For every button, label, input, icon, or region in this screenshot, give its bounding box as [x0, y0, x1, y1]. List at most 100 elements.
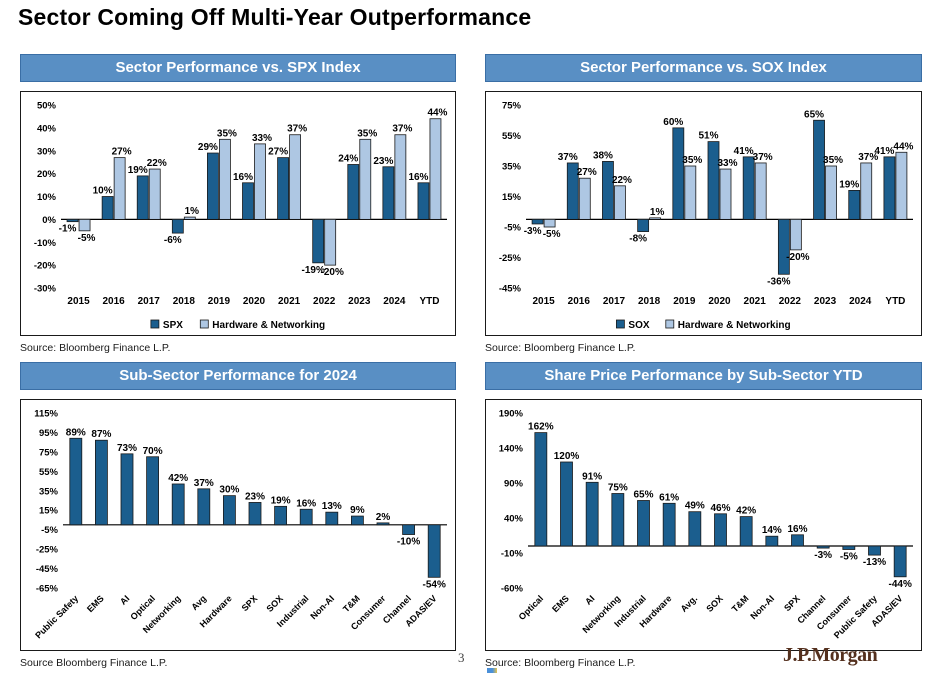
svg-text:Public Safety: Public Safety: [33, 593, 80, 640]
svg-text:55%: 55%: [39, 467, 59, 478]
svg-text:EMS: EMS: [550, 593, 571, 614]
svg-text:73%: 73%: [117, 443, 137, 454]
svg-text:T&M: T&M: [730, 593, 751, 614]
svg-text:2021: 2021: [744, 296, 767, 307]
svg-text:-45%: -45%: [499, 284, 522, 295]
svg-text:1%: 1%: [185, 206, 200, 217]
svg-text:-20%: -20%: [34, 261, 57, 272]
svg-text:YTD: YTD: [885, 296, 905, 307]
bars-series-0: [534, 432, 907, 578]
sox-chart-box: 75% 55% 35% 15% -5% -25% -45% -3% 37% 38% -8% 60% 51…: [485, 91, 922, 336]
svg-text:-5%: -5%: [78, 233, 96, 244]
legend: SOX Hardware & Networking: [615, 319, 791, 331]
svg-text:90%: 90%: [504, 479, 524, 490]
spx-vs-hardware-chart: 50% 40% 30% 20% 10% 0% -10% -20% -30% -1% 10% 19% -6…: [34, 101, 448, 332]
svg-text:19%: 19%: [128, 165, 148, 176]
svg-text:10%: 10%: [93, 186, 113, 197]
svg-text:70%: 70%: [143, 446, 163, 457]
panel-sox: Sector Performance vs. SOX Index 75% 55% 3…: [485, 54, 922, 354]
svg-text:-10%: -10%: [34, 238, 57, 249]
svg-text:-54%: -54%: [423, 579, 446, 590]
svg-text:51%: 51%: [698, 131, 718, 142]
svg-text:2%: 2%: [376, 512, 391, 523]
svg-text:35%: 35%: [357, 128, 377, 139]
x-axis-labels: 2015 2016 2017 2018 2019 2020 2021 2022 2023 2024…: [67, 296, 439, 307]
svg-text:-36%: -36%: [767, 276, 790, 287]
svg-text:95%: 95%: [39, 428, 59, 439]
svg-text:SPX: SPX: [163, 320, 183, 331]
value-labels-series-0: 162% 120%91% 75% 65% 61% 49% 46% 42% 14% 16% -3% -5…: [528, 422, 912, 590]
svg-text:SOX: SOX: [704, 593, 725, 614]
svg-text:2020: 2020: [708, 296, 731, 307]
svg-text:2020: 2020: [243, 296, 266, 307]
svg-text:16%: 16%: [233, 172, 253, 183]
svg-text:Optical: Optical: [517, 593, 546, 622]
svg-text:Avg.: Avg.: [679, 593, 700, 614]
svg-text:115%: 115%: [34, 409, 58, 420]
svg-text:-13%: -13%: [863, 557, 886, 568]
svg-text:75%: 75%: [39, 447, 59, 458]
svg-text:SOX: SOX: [628, 320, 649, 331]
svg-text:27%: 27%: [112, 147, 132, 158]
svg-text:-1%: -1%: [59, 224, 77, 235]
svg-text:2023: 2023: [348, 296, 371, 307]
svg-text:2024: 2024: [383, 296, 406, 307]
y-axis-ticks: 115% 95% 75% 55% 35% 15% -5% -25% -45% -65%: [34, 409, 58, 595]
svg-text:Non-AI: Non-AI: [748, 593, 776, 621]
y-axis-ticks: 75% 55% 35% 15% -5% -25% -45%: [499, 101, 522, 295]
svg-text:44%: 44%: [893, 141, 913, 152]
svg-text:2023: 2023: [814, 296, 837, 307]
value-labels-series-0: 89% 87% 73% 70% 42% 37% 30% 23% 19% 16% 13% 9% 2% -10…: [66, 427, 446, 590]
svg-text:-60%: -60%: [501, 584, 524, 595]
panel-spx-header: Sector Performance vs. SPX Index: [20, 54, 456, 82]
panel-subsector-ytd-header: Share Price Performance by Sub-Sector YT…: [485, 362, 922, 390]
svg-text:AI: AI: [583, 593, 596, 606]
svg-text:-10%: -10%: [397, 537, 420, 548]
svg-text:YTD: YTD: [419, 296, 439, 307]
source-note: Source: Bloomberg Finance L.P.: [485, 657, 636, 669]
svg-text:140%: 140%: [499, 444, 524, 455]
svg-text:35%: 35%: [217, 128, 237, 139]
svg-text:50%: 50%: [37, 101, 57, 112]
svg-text:162%: 162%: [528, 422, 554, 433]
legend: SPX Hardware & Networking: [150, 319, 325, 331]
svg-text:120%: 120%: [554, 451, 580, 462]
svg-text:35%: 35%: [502, 162, 522, 173]
svg-text:37%: 37%: [392, 124, 412, 135]
svg-text:-65%: -65%: [36, 584, 59, 595]
svg-text:42%: 42%: [168, 473, 188, 484]
bars-series-0: [69, 437, 441, 578]
svg-text:-30%: -30%: [34, 284, 57, 295]
subsector-ytd-chart-box: 190% 140% 90% 40% -10% -60% 162% 120% 91% 75% 65% 6…: [485, 399, 922, 651]
value-labels-series-1: -5% 27% 22% 1% 35% 33% 37% -20% 35% 37% 44%: [543, 141, 914, 263]
svg-text:Hardware & Networking: Hardware & Networking: [212, 320, 325, 331]
svg-text:65%: 65%: [633, 490, 653, 501]
svg-text:27%: 27%: [577, 167, 597, 178]
x-axis-labels: Optical EMS AINetworkingIndustrialHardware…: [517, 593, 905, 640]
svg-text:40%: 40%: [37, 123, 57, 134]
svg-text:61%: 61%: [659, 492, 679, 503]
svg-text:-45%: -45%: [36, 564, 59, 575]
svg-text:190%: 190%: [499, 409, 524, 420]
svg-text:2022: 2022: [313, 296, 336, 307]
svg-text:-44%: -44%: [888, 579, 911, 590]
y-axis-ticks: 50% 40% 30% 20% 10% 0% -10% -20% -30%: [34, 101, 57, 295]
svg-text:29%: 29%: [198, 142, 218, 153]
svg-text:35%: 35%: [823, 155, 843, 166]
svg-text:-5%: -5%: [504, 223, 521, 234]
svg-text:-5%: -5%: [41, 525, 58, 536]
svg-text:Non-AI: Non-AI: [308, 593, 336, 621]
panel-sox-header: Sector Performance vs. SOX Index: [485, 54, 922, 82]
svg-text:37%: 37%: [858, 152, 878, 163]
svg-text:30%: 30%: [219, 485, 239, 496]
svg-text:22%: 22%: [147, 158, 167, 169]
svg-text:SOX: SOX: [264, 593, 285, 614]
svg-text:42%: 42%: [736, 506, 756, 517]
svg-text:AI: AI: [118, 593, 131, 606]
svg-text:75%: 75%: [502, 101, 522, 112]
svg-text:40%: 40%: [504, 514, 524, 525]
svg-text:16%: 16%: [296, 498, 316, 509]
svg-text:19%: 19%: [839, 179, 859, 190]
page-title: Sector Coming Off Multi-Year Outperforma…: [18, 4, 532, 30]
bars-series-1: [78, 118, 442, 266]
